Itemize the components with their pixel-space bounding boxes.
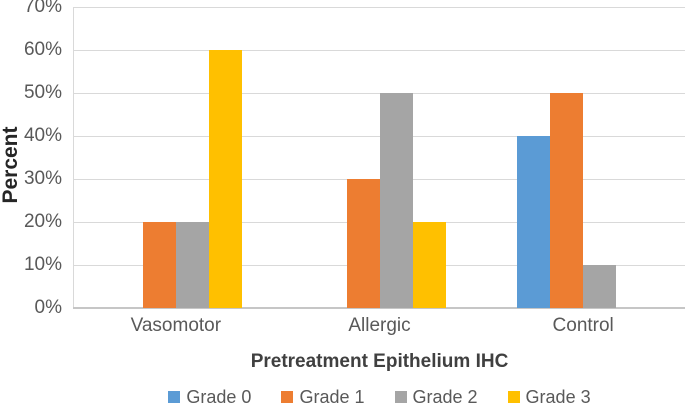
legend-label-grade-3: Grade 3 bbox=[525, 386, 591, 407]
y-tick-label-10: 10% bbox=[23, 254, 62, 275]
bar-grade-2-vasomotor bbox=[175, 222, 209, 308]
x-tick-label-vasomotor: Vasomotor bbox=[130, 315, 222, 336]
legend-swatch-grade-1 bbox=[281, 391, 294, 403]
x-tick-label-control: Control bbox=[552, 315, 614, 336]
legend-swatch-grade-0 bbox=[168, 391, 181, 403]
y-tick-label-0: 0% bbox=[34, 297, 62, 318]
y-tick-label-70: 70% bbox=[23, 0, 62, 17]
y-tick-label-50: 50% bbox=[23, 82, 62, 103]
y-tick-label-40: 40% bbox=[23, 125, 62, 146]
legend-swatch-grade-2 bbox=[394, 391, 407, 403]
bar-grade-3-vasomotor bbox=[208, 50, 242, 308]
y-tick-label-60: 60% bbox=[23, 39, 62, 60]
bar-grade-1-allergic bbox=[346, 179, 380, 308]
bar-grade-2-allergic bbox=[379, 93, 413, 308]
x-axis-title: Pretreatment Epithelium IHC bbox=[250, 351, 509, 372]
y-axis-title: Percent bbox=[0, 126, 22, 204]
legend-item-grade-2: Grade 2 bbox=[394, 386, 478, 408]
y-tick-label-30: 30% bbox=[23, 168, 62, 189]
bar-grade-1-vasomotor bbox=[142, 222, 176, 308]
plot-area bbox=[74, 7, 685, 308]
legend-item-grade-1: Grade 1 bbox=[281, 386, 365, 408]
y-axis-line bbox=[73, 7, 74, 308]
legend-swatch-grade-3 bbox=[507, 391, 520, 403]
gridline-70 bbox=[74, 7, 685, 8]
bar-grade-3-allergic bbox=[412, 222, 446, 308]
legend-item-grade-3: Grade 3 bbox=[507, 386, 591, 408]
legend: Grade 0 Grade 1 Grade 2 Grade 3 bbox=[74, 385, 685, 409]
gridline-60 bbox=[74, 50, 685, 51]
legend-label-grade-0: Grade 0 bbox=[186, 386, 252, 407]
legend-item-grade-0: Grade 0 bbox=[168, 387, 251, 408]
bar-grade-1-control bbox=[550, 93, 584, 308]
legend-label-grade-1: Grade 1 bbox=[299, 386, 365, 407]
legend-label-grade-2: Grade 2 bbox=[412, 386, 478, 407]
bar-grade-0-control bbox=[517, 136, 551, 308]
x-axis-line bbox=[73, 307, 685, 309]
y-tick-label-20: 20% bbox=[23, 211, 62, 232]
x-tick-label-allergic: Allergic bbox=[348, 315, 411, 336]
bar-grade-2-control bbox=[583, 265, 617, 308]
